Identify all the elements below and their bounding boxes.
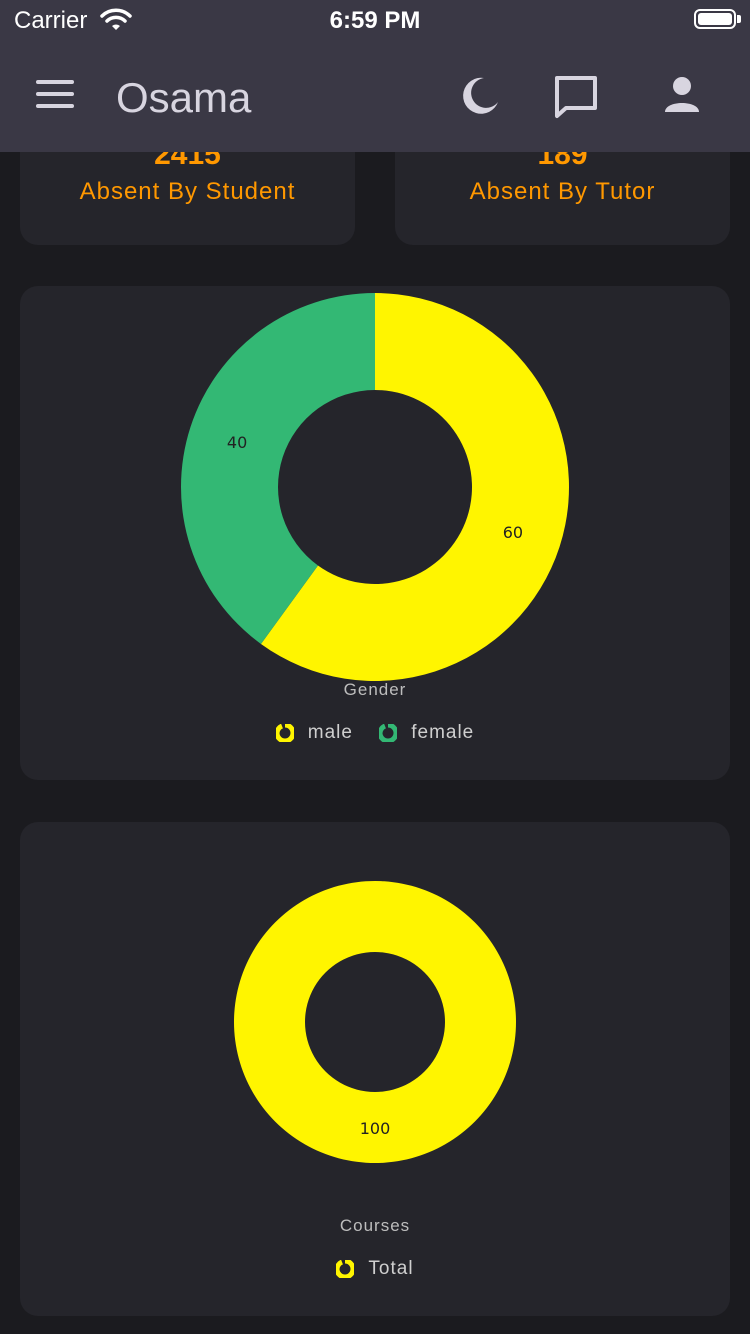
legend-label-total: Total [368,1258,414,1279]
donut-legend-icon [275,724,294,742]
courses-legend: Total [20,1258,730,1284]
wifi-icon [100,8,132,37]
donut-legend-icon [336,1260,355,1278]
status-bar: Carrier 6:59 PM [0,0,750,40]
donut-legend-icon [379,724,398,742]
gender-chart-card: 60 40 Gender male female [20,286,730,780]
courses-chart-title: Courses [339,1216,411,1235]
absent-by-tutor-label: Absent By Tutor [469,178,656,205]
battery-tip [737,15,741,23]
legend-item-female[interactable]: female [379,722,474,744]
slice-label-total: 100 [360,1119,391,1138]
clock: 6:59 PM [329,7,421,34]
legend-label-female: female [411,722,475,743]
user-icon[interactable] [658,72,706,120]
legend-item-male[interactable]: male [275,722,353,744]
menu-icon[interactable] [36,80,76,112]
carrier-label: Carrier [14,7,88,34]
app-title: Osama [116,74,252,121]
slice-male[interactable] [260,293,570,681]
legend-label-male: male [307,722,353,743]
slice-label-male: 60 [503,523,523,542]
absent-by-student-label: Absent By Student [79,178,296,205]
app-bar: Osama [0,40,750,152]
slice-total[interactable] [233,881,516,1163]
chat-icon[interactable] [552,72,600,120]
battery-icon [694,9,736,29]
gender-donut-chart: 60 40 [181,293,570,681]
slice-label-female: 40 [227,433,247,452]
slice-female[interactable] [181,293,375,644]
gender-legend: male female [20,722,730,748]
courses-chart-card: 100 Courses Total [20,822,730,1316]
gender-chart-title: Gender [343,680,407,699]
moon-icon[interactable] [456,72,504,120]
courses-donut-chart: 100 [233,881,516,1163]
legend-item-total[interactable]: Total [336,1258,413,1280]
